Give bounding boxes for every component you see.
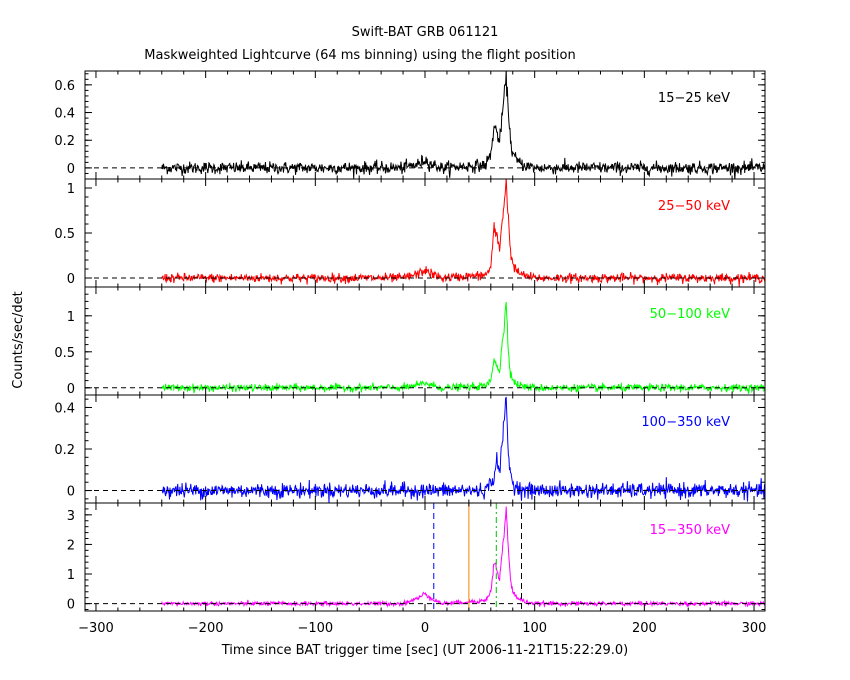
panel-1: 0 0.2 0.4 0.6 15−25 keV [54, 70, 766, 180]
band-label: 100−350 keV [641, 415, 730, 430]
x-tick-label: 100 [522, 621, 547, 636]
panels-group: 0 0.2 0.4 0.6 15−25 keV 0 0.5 1 25−50 keV 0 0.5 1 50… [54, 70, 766, 613]
x-tick-label: 0 [421, 621, 429, 636]
y-tick-label: 0.4 [54, 401, 75, 416]
y-axis-label: Counts/sec/det [11, 291, 26, 388]
y-tick-label: 0.5 [54, 346, 75, 361]
y-tick-label: 0 [67, 162, 75, 177]
y-tick-label: 0.4 [54, 107, 75, 122]
y-tick-label: 3 [67, 509, 75, 524]
y-tick-label: 2 [67, 538, 75, 553]
x-axis: −300 −200 −100 0 100 200 300 [78, 621, 766, 636]
y-tick-label: 0.2 [54, 134, 75, 149]
series-line-4 [161, 396, 765, 503]
band-label: 50−100 keV [650, 307, 730, 322]
series-line-1 [161, 71, 765, 179]
band-label: 25−50 keV [658, 199, 730, 214]
band-label: 15−350 keV [650, 523, 730, 538]
x-tick-label: 300 [742, 621, 767, 636]
panel-3: 0 0.5 1 50−100 keV [54, 286, 766, 397]
series-line-3 [161, 301, 765, 394]
x-tick-label: −300 [78, 621, 114, 636]
panel-4: 0 0.2 0.4 100−350 keV [54, 394, 766, 504]
x-tick-label: 200 [632, 621, 657, 636]
x-tick-label: −100 [297, 621, 333, 636]
y-tick-label: 1 [67, 568, 75, 583]
chart-subtitle: Maskweighted Lightcurve (64 ms binning) … [144, 48, 575, 63]
y-tick-label: 0.5 [54, 227, 75, 242]
panel-frame [84, 286, 766, 396]
x-tick-label: −200 [188, 621, 224, 636]
y-tick-label: 1 [67, 182, 75, 197]
panel-5: 0 1 2 3 15−350 keV [67, 502, 766, 613]
y-tick-label: 0 [67, 382, 75, 397]
y-tick-label: 0 [67, 272, 75, 287]
series-line-5 [161, 506, 765, 608]
series-line-2 [161, 179, 765, 287]
y-tick-label: 0.6 [54, 79, 75, 94]
y-tick-label: 0.2 [54, 443, 75, 458]
y-tick-label: 0 [67, 485, 75, 500]
y-tick-label: 1 [67, 310, 75, 325]
x-axis-label: Time since BAT trigger time [sec] (UT 20… [221, 643, 628, 658]
band-label: 15−25 keV [658, 91, 730, 106]
chart-title: Swift-BAT GRB 061121 [352, 25, 499, 40]
panel-frame [84, 502, 766, 612]
panel-2: 0 0.5 1 25−50 keV [54, 178, 766, 288]
y-tick-label: 0 [67, 598, 75, 613]
